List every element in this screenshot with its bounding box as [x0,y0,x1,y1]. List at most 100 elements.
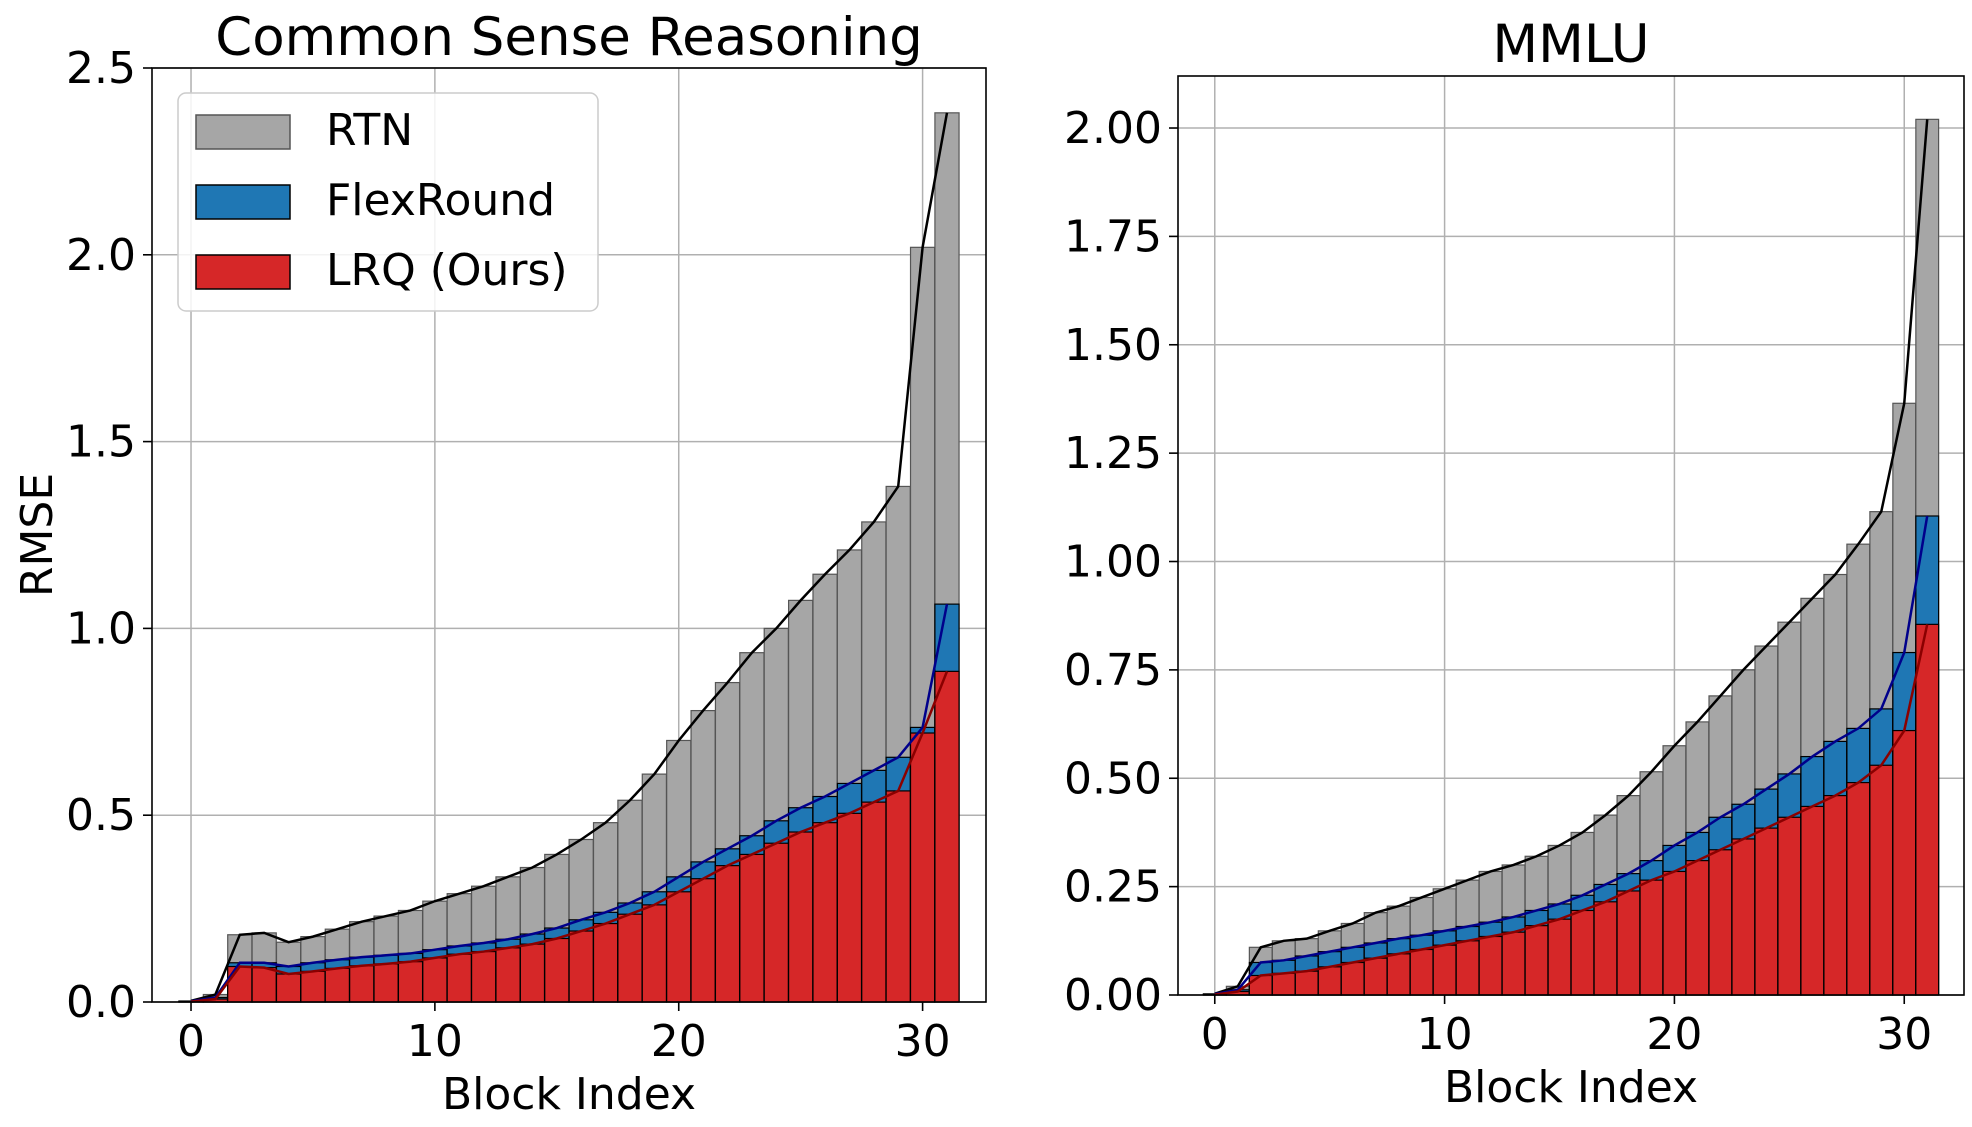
bar-lrq-ours [422,957,448,1003]
bar-lrq-ours [1800,805,1825,996]
x-tick-label: 0 [1201,1009,1229,1060]
bar-lrq-ours [885,790,911,1003]
bar-lrq-ours [1846,781,1871,996]
bar-lrq-ours [1363,957,1388,996]
series-line-1 [1214,515,1929,996]
bar-lrq-ours [1823,794,1848,996]
bar-lrq-ours [836,812,863,1003]
bar-lrq-ours [592,922,619,1003]
bar-lrq-ours [519,943,546,1003]
bar-lrq-ours [812,822,838,1003]
bar-lrq-ours [641,904,668,1003]
legend-label-1: FlexRound [326,175,555,226]
bar-lrq-ours [568,930,594,1003]
bar-lrq-ours [1731,838,1756,996]
y-tick-label: 1.50 [1064,320,1162,371]
bar-lrq-ours [1616,890,1641,996]
bar-lrq-ours [1432,944,1457,996]
bar-lrq-ours [934,670,960,1003]
bar-lrq-ours [470,950,497,1003]
series-line-0 [190,112,949,1003]
bar-lrq-ours [787,831,814,1003]
legend-swatch-1 [195,184,291,220]
legend-label-0: RTN [326,105,413,156]
bar-lrq-ours [1639,879,1664,996]
y-tick-label: 0.75 [1064,645,1162,696]
y-tick-label: 1.0 [66,603,136,654]
series-line-2 [190,670,949,1003]
bar-lrq-ours [909,732,936,1003]
bar-lrq-ours [714,865,741,1003]
x-axis-label: Block Index [442,1069,696,1120]
legend: RTN FlexRound LRQ (Ours) [177,92,599,312]
x-tick-label: 10 [1417,1009,1473,1060]
bar-lrq-ours [446,953,472,1003]
y-tick-label: 0.00 [1064,970,1162,1021]
y-tick-label: 0.50 [1064,753,1162,804]
bar-lrq-ours [1409,948,1434,996]
bar-lrq-ours [1248,974,1273,996]
y-tick-label: 2.00 [1064,103,1162,154]
x-tick-label: 30 [895,1016,951,1067]
bar-lrq-ours [1340,961,1365,996]
bar-lrq-ours [495,947,521,1003]
y-tick-label: 0.0 [66,977,136,1028]
bar-lrq-ours [227,965,253,1003]
bar-lrq-ours [1386,953,1411,996]
bar-lrq-ours [1501,931,1526,996]
bar-lrq-ours [1892,729,1917,996]
y-tick-label: 1.75 [1064,211,1162,262]
x-tick-label: 20 [1646,1009,1702,1060]
bar-lrq-ours [1777,816,1802,996]
legend-swatch-2 [195,254,291,290]
plot-frame [151,67,987,1003]
bar-lrq-ours [1754,827,1779,996]
bar-lrq-ours [1294,970,1319,996]
bar-lrq-ours [1708,849,1733,996]
x-tick-label: 0 [177,1016,205,1067]
chart-title: Common Sense Reasoning [215,7,923,68]
bar-lrq-ours [1685,860,1710,996]
y-tick-label: 1.5 [66,417,136,468]
y-tick-label: 0.5 [66,790,136,841]
chart-panel-common-sense: 0 10 20 30 0.0 0.5 1.0 1.5 2.0 2.5 Common Sense Re… [12,7,987,1120]
bar-lrq-ours [1455,940,1480,996]
bar-lrq-ours [617,913,643,1003]
x-tick-label: 30 [1876,1009,1932,1060]
legend-label-2: LRQ (Ours) [326,245,568,296]
bar-lrq-ours [690,878,716,1003]
legend-swatch-0 [195,114,291,150]
bar-lrq-ours [1869,764,1894,996]
bar-lrq-ours [1593,901,1618,996]
y-tick-label: 1.00 [1064,537,1162,588]
bar-lrq-ours [397,961,424,1003]
bar-lrq-ours [373,963,399,1003]
bar-lrq-ours [251,967,277,1003]
bar-lrq-ours [1547,918,1572,996]
bar-lrq-ours [1271,972,1296,996]
bar-lrq-ours [275,973,302,1003]
series-line-2 [1214,624,1929,996]
bar-lrq-ours [1524,925,1549,996]
x-tick-label: 20 [651,1016,707,1067]
y-tick-label: 2.0 [66,230,136,281]
bar-lrq-ours [666,891,692,1003]
bar-lrq-ours [1317,966,1342,996]
y-tick-label: 0.25 [1064,862,1162,913]
bar-lrq-ours [1478,935,1503,996]
bar-lrq-ours [300,970,326,1003]
y-tick-label: 1.25 [1064,428,1162,479]
chart-panel-mmlu: 0 10 20 30 0.00 0.25 0.50 0.75 1.00 1.25 1.50 1.75 2… [1064,14,1965,1113]
series-line-1 [190,603,949,1003]
bar-lrq-ours [544,937,570,1003]
x-tick-label: 10 [407,1016,463,1067]
bar-lrq-ours [1570,909,1595,996]
bar-lrq-ours [739,853,765,1003]
bar-lrq-ours [324,967,351,1003]
chart-title: MMLU [1492,14,1649,75]
y-axis-label: RMSE [12,473,63,597]
plot-frame [1177,75,1965,996]
bar-lrq-ours [1662,870,1687,996]
y-tick-label: 2.5 [66,43,136,94]
bar-lrq-ours [763,842,789,1003]
